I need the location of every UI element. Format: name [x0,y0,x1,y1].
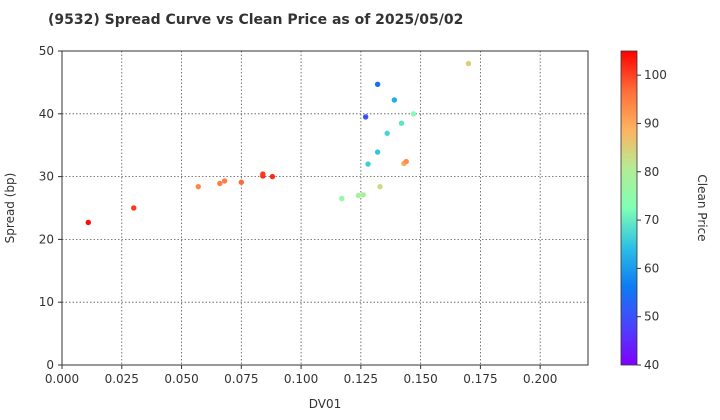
data-point [403,158,409,165]
data-point [365,161,371,167]
y-tick-label: 40 [39,107,54,121]
colorbar-tick-label: 60 [644,261,659,275]
data-point [391,97,398,103]
y-tick-label: 30 [39,170,54,184]
y-tick-label: 20 [39,232,54,246]
colorbar-tick-label: 90 [644,116,659,130]
data-point [377,183,383,190]
colorbar-tick-label: 80 [644,165,659,179]
colorbar-tick-label: 50 [644,310,659,324]
colorbar-tick-label: 40 [644,358,659,372]
colorbar-title: Clean Price [695,174,709,241]
data-point [384,130,390,136]
x-tick-label: 0.050 [164,372,198,386]
data-point [195,183,201,190]
colorbar-axis: 40 50 60 70 80 90 100 [637,68,667,372]
data-point [360,192,366,198]
y-tick-label: 0 [46,358,54,372]
data-point [410,111,417,117]
x-tick-label: 0.000 [45,372,79,386]
data-point [374,81,381,87]
data-point [362,114,369,120]
x-tick-label: 0.100 [284,372,318,386]
data-point [398,120,405,126]
data-point [217,180,223,187]
colorbar [620,50,638,366]
plot-frame [61,50,589,366]
colorbar-tick-label: 100 [644,68,667,82]
data-point [374,149,381,155]
y-tick-label: 10 [39,295,54,309]
x-tick-label: 0.150 [403,372,437,386]
y-tick-label: 50 [39,44,54,58]
data-point [465,60,472,67]
data-points [85,60,472,226]
data-point [238,179,245,185]
data-point [221,178,228,184]
y-axis-title: Spread (bp) [3,173,17,244]
x-tick-label: 0.125 [344,372,378,386]
data-point [269,173,276,180]
colorbar-tick-label: 70 [644,213,659,227]
x-tick-label: 0.025 [105,372,139,386]
x-axis: 0.000 0.025 0.050 0.075 0.100 0.125 0.150 0.175… [45,365,557,386]
x-tick-label: 0.075 [224,372,258,386]
y-axis: 0 10 20 30 40 50 [39,44,62,372]
data-point [339,195,345,202]
data-point [355,192,362,199]
data-point [131,205,137,211]
data-point [260,171,266,177]
x-tick-label: 0.175 [463,372,497,386]
chart-title: (9532) Spread Curve vs Clean Price as of… [48,12,463,28]
grid-lines [62,51,588,365]
x-tick-label: 0.200 [523,372,557,386]
x-axis-title: DV01 [309,397,342,411]
data-point [85,219,92,226]
